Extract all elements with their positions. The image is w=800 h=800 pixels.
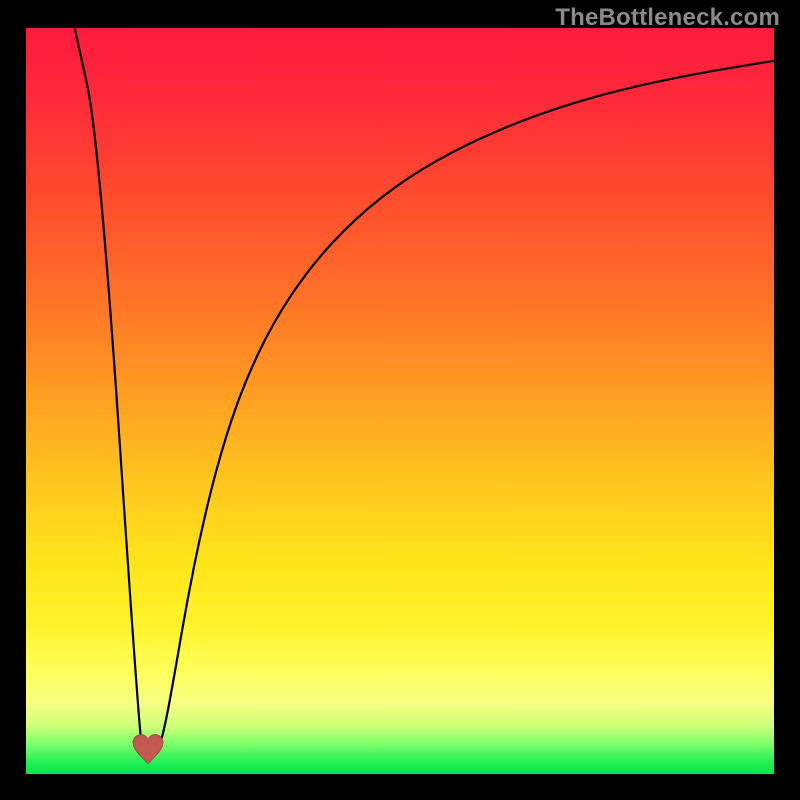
plot-area — [26, 28, 774, 774]
heart-icon — [133, 734, 163, 763]
outer-frame: TheBottleneck.com — [0, 0, 800, 800]
curve-overlay — [26, 28, 774, 774]
curve-right-sweep — [158, 61, 774, 752]
curve-left-descent — [75, 28, 145, 753]
bottleneck-marker — [131, 732, 165, 771]
